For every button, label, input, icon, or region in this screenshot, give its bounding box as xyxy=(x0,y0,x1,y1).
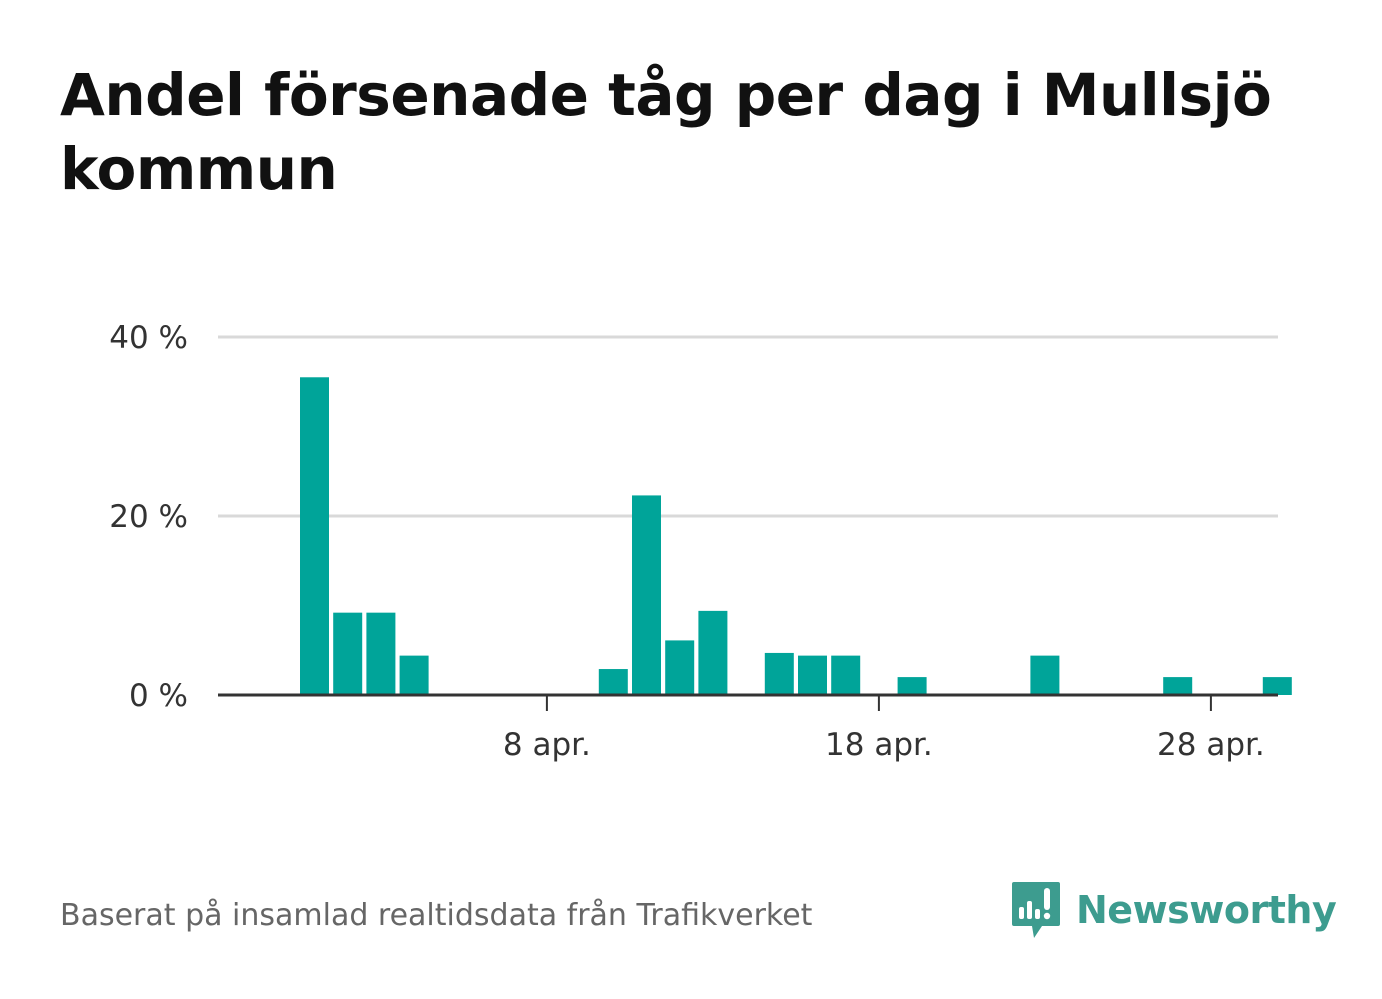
bar[interactable] xyxy=(399,655,429,695)
bar[interactable] xyxy=(300,377,329,695)
bar[interactable] xyxy=(798,655,827,695)
bars xyxy=(300,377,1292,695)
brand-name: Newsworthy xyxy=(1076,888,1337,932)
bar[interactable] xyxy=(366,612,396,695)
y-tick-label: 20 % xyxy=(109,499,188,535)
bar[interactable] xyxy=(831,655,861,695)
bar[interactable] xyxy=(897,677,927,695)
x-tick-label: 18 apr. xyxy=(825,727,933,763)
bar[interactable] xyxy=(1163,677,1193,695)
brand[interactable]: Newsworthy xyxy=(1010,878,1337,942)
bar[interactable] xyxy=(698,610,728,695)
bar[interactable] xyxy=(1262,677,1292,695)
y-axis-ticks: 0 % 20 % 40 % xyxy=(109,320,188,714)
bar[interactable] xyxy=(764,652,794,695)
bar[interactable] xyxy=(333,612,363,695)
x-tick-label: 8 apr. xyxy=(503,727,591,763)
newsworthy-logo-icon xyxy=(1012,882,1060,938)
y-tick-label: 0 % xyxy=(129,678,188,714)
source-note: Baserat på insamlad realtidsdata från Tr… xyxy=(60,898,813,933)
gridlines xyxy=(218,335,1278,518)
bar[interactable] xyxy=(598,669,628,695)
bar[interactable] xyxy=(632,495,661,695)
bar[interactable] xyxy=(1030,655,1060,695)
bar[interactable] xyxy=(665,640,695,695)
chart-title: Andel försenade tåg per dag i Mullsjö ko… xyxy=(60,61,1272,203)
x-axis-ticks: 8 apr. 18 apr. 28 apr. xyxy=(503,695,1265,763)
y-tick-label: 40 % xyxy=(109,320,188,356)
x-tick-label: 28 apr. xyxy=(1157,727,1265,763)
